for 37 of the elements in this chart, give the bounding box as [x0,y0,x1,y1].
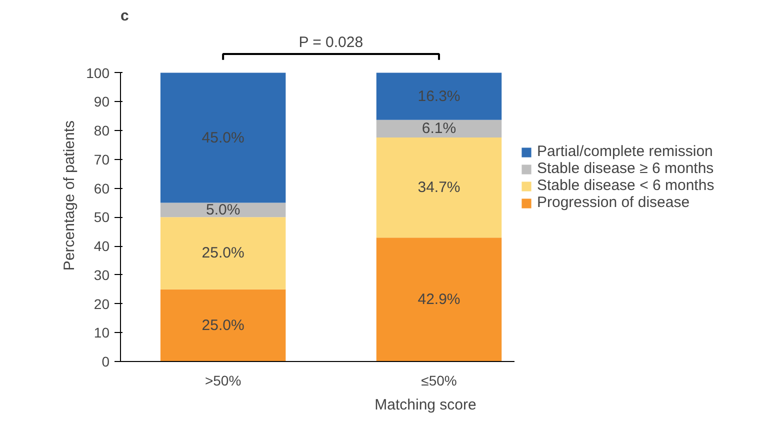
y-tick-label: 80 [94,122,110,139]
x-tick-label: ≤50% [421,372,457,388]
chart-title: c [120,8,129,24]
y-axis-title: Percentage of patients [61,120,78,271]
x-tick-label: >50% [204,372,242,388]
data-label: 16.3% [418,88,460,105]
y-tick-label: 90 [94,94,110,110]
bar [376,238,502,362]
bar [376,137,502,238]
data-label: 42.9% [418,291,460,308]
y-tick-label: 0 [102,354,110,370]
y-tick-label: 10 [94,324,110,341]
y-tick-label: 50 [94,209,110,226]
x-axis-title: Matching score [374,396,476,414]
y-tick-label: 60 [94,180,110,196]
data-label: 25.0% [202,316,244,334]
y-tick-label: 30 [94,266,110,283]
text: P = 0.028 [298,34,364,52]
bar [376,72,502,120]
bar [160,289,286,362]
bar [376,120,502,138]
legend-label: Stable disease < 6 months [537,177,714,194]
bar [160,202,286,218]
data-label: 6.1% [422,120,456,138]
bar [160,72,286,203]
y-tick-label: 70 [94,151,110,168]
data-label: 5.0% [206,201,240,218]
legend-label: Partial/complete remission [537,143,713,160]
y-tick-label: 20 [94,296,110,312]
data-label: 34.7% [418,179,460,196]
y-tick-label: 100 [86,64,110,81]
data-label: 25.0% [202,244,244,262]
bar [160,217,286,290]
legend-label: Progression of disease [537,194,690,211]
y-tick-label: 40 [94,238,110,254]
data-label: 45.0% [202,129,244,146]
legend-label: Stable disease ≥ 6 months [537,160,714,177]
